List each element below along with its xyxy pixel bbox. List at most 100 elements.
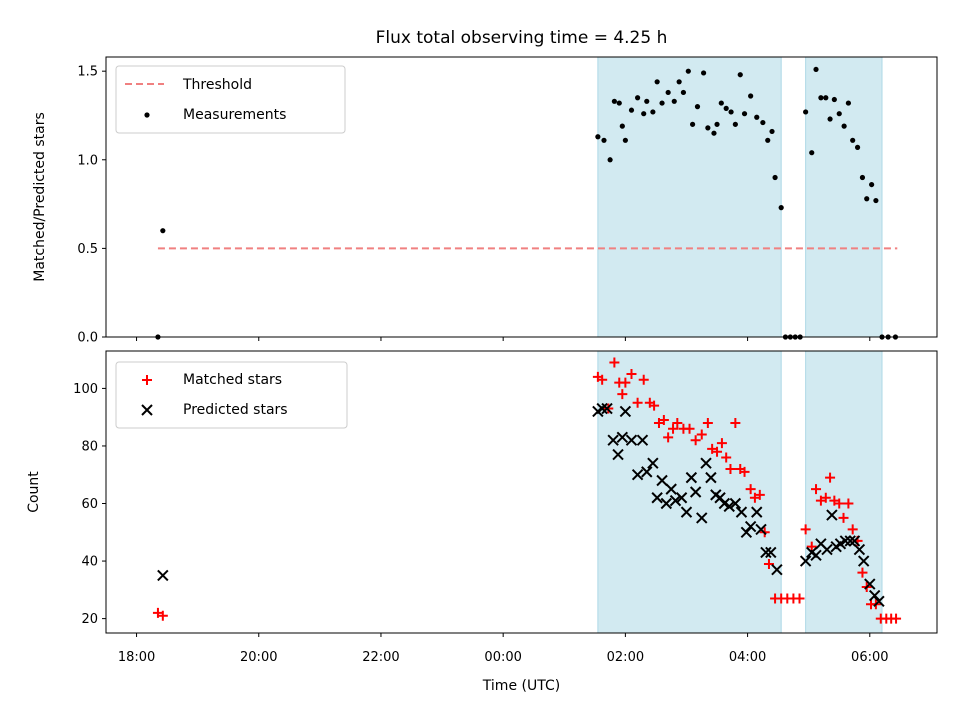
measurement-point [689, 121, 696, 127]
measurement-point [611, 98, 617, 104]
predicted-star-point [751, 506, 763, 518]
measurement-point [803, 109, 809, 115]
predicted-star-point [723, 500, 735, 513]
matched-star-point [794, 593, 805, 604]
predicted-star-point [771, 563, 783, 576]
measurement-point [641, 111, 647, 117]
measurement-point [718, 100, 724, 106]
matched-star-point [820, 492, 831, 503]
measurement-point [754, 114, 760, 120]
measurement-point [685, 68, 691, 74]
top-legend: Threshold Measurements [115, 65, 346, 134]
predicted-star-point [656, 474, 668, 487]
measurement-point [714, 121, 720, 127]
matched-star-point [668, 423, 679, 434]
measurement-point [748, 93, 754, 99]
matched-star-point [672, 417, 683, 428]
matched-star-point [663, 432, 674, 443]
predicted-star-point [607, 434, 619, 446]
measurement-point [841, 123, 847, 129]
legend-matched-label: Matched stars [183, 372, 282, 388]
observing-window [805, 56, 883, 338]
measurements-series [155, 66, 899, 340]
measurement-point [705, 125, 711, 131]
measurement-point [694, 104, 701, 110]
predicted-star-point [810, 549, 822, 562]
measurement-point [827, 116, 833, 122]
predicted-star-point [848, 535, 861, 547]
matched-star-point [843, 498, 854, 509]
matched-star-point [649, 400, 660, 411]
y-tick-label: 20 [81, 612, 98, 627]
matched-star-point [834, 498, 845, 509]
measurement-point [818, 95, 824, 101]
legend-plus-marker [142, 375, 152, 385]
matched-star-point [617, 389, 628, 400]
matched-star-point [811, 484, 822, 495]
predicted-star-point [844, 535, 856, 547]
predicted-star-point [601, 402, 613, 415]
measurement-point [760, 119, 766, 126]
measurement-point [644, 98, 650, 104]
legend-measurements-swatch [144, 112, 150, 118]
measurement-point [650, 109, 656, 115]
bottom-axes: 20 40 60 80 100 18:00 20:00 22:00 00:00 02:00 04:0… [73, 350, 938, 665]
measurement-point [622, 137, 628, 143]
predicted-star-point [857, 555, 870, 567]
measurement-point [680, 89, 687, 96]
top-axes: 0.0 0.5 1.0 1.5 [77, 56, 938, 346]
matched-star-point [825, 472, 836, 483]
top-legend-box [115, 65, 346, 134]
observing-window [597, 56, 782, 338]
legend-predicted-swatch [141, 404, 153, 416]
predicted-star-point [735, 506, 748, 518]
predicted-star-point [647, 457, 659, 469]
predicted-star-point [799, 555, 812, 567]
matched-star-point [838, 512, 849, 523]
flux-ratio-panel: 0.0 0.5 1.0 1.5 Matched/Predicted stars Thr… [32, 56, 938, 346]
predicted-star-point [760, 546, 772, 559]
measurement-point [864, 196, 870, 202]
matched-star-point [702, 417, 713, 428]
y-tick-label: 40 [81, 555, 98, 570]
observing-windows [597, 56, 883, 338]
predicted-star-point [765, 546, 777, 559]
predicted-star-point [873, 595, 885, 608]
predicted-star-point [651, 492, 663, 504]
measurement-point [873, 197, 879, 204]
measurement-point [700, 70, 707, 76]
legend-measurements-label: Measurements [183, 107, 286, 123]
x-tick-label: 22:00 [362, 650, 399, 665]
matched-stars-series [152, 357, 902, 624]
measurement-point [778, 205, 784, 211]
predicted-star-point [729, 497, 742, 510]
matched-star-point [891, 613, 902, 624]
predicted-star-point [685, 471, 698, 484]
predicted-star-point [744, 520, 757, 533]
plot-frame [105, 350, 938, 634]
measurement-point [809, 150, 815, 156]
measurement-point [836, 111, 842, 117]
measurement-point [732, 121, 738, 127]
measurement-point [654, 79, 660, 85]
y-tick-label: 100 [73, 382, 98, 397]
predicted-star-point [755, 523, 767, 536]
matched-star-point [620, 377, 631, 388]
bottom-legend: Matched stars Predicted stars [115, 361, 348, 429]
y-tick-label: 60 [81, 497, 98, 512]
predicted-star-point [625, 434, 638, 446]
measurement-point [619, 123, 625, 129]
x-tick-label: 02:00 [607, 650, 644, 665]
matched-star-point [626, 369, 637, 380]
matched-star-point [721, 452, 732, 463]
matched-star-point [658, 415, 669, 426]
legend-predicted-label: Predicted stars [183, 402, 288, 418]
predicted-star-point [616, 431, 629, 444]
measurement-point [635, 95, 641, 101]
matched-star-point [684, 423, 695, 434]
legend-x-marker [141, 404, 153, 416]
legend-threshold-label: Threshold [182, 77, 252, 93]
measurement-point [601, 137, 607, 143]
measurement-point [671, 98, 677, 104]
